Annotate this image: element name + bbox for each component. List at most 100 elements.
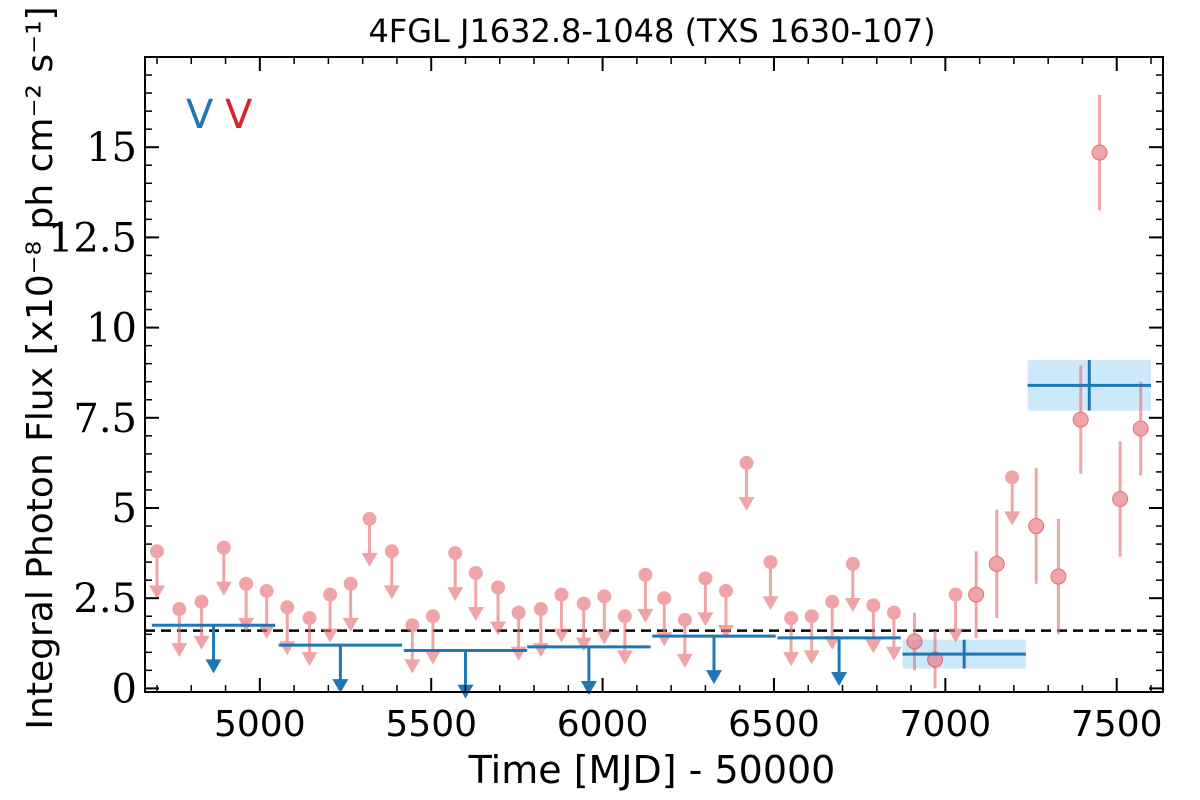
red-upper-limit-marker [194, 594, 209, 609]
red-detection-marker [1072, 411, 1089, 428]
blue-upper-limit-arrow [580, 680, 597, 695]
red-upper-limit-point [447, 546, 464, 602]
red-upper-limit-arrow [361, 552, 378, 567]
red-detection-marker [988, 555, 1005, 572]
red-upper-limit-point [762, 555, 779, 611]
red-upper-limit-marker [638, 567, 653, 582]
red-upper-limit-marker [302, 611, 317, 626]
red-detection-point [927, 630, 944, 689]
red-upper-limit-marker [1005, 470, 1020, 485]
red-detection-marker [927, 651, 944, 668]
red-upper-limit-marker [343, 576, 358, 591]
red-upper-limit-point [193, 594, 210, 650]
red-upper-limit-point [844, 556, 861, 612]
red-detection-marker [1112, 490, 1129, 507]
red-upper-limit-arrow [383, 585, 400, 600]
red-detection-marker [1028, 518, 1045, 535]
red-upper-limit-arrow [738, 496, 755, 511]
red-upper-limit-point [697, 571, 714, 627]
red-detection-marker [1091, 144, 1108, 161]
red-detection-point [988, 509, 1005, 619]
red-upper-limit-marker [845, 556, 860, 571]
red-upper-limit-point [424, 609, 441, 665]
red-upper-limit-arrow [762, 596, 779, 611]
red-upper-limit-marker [511, 605, 526, 620]
red-upper-limit-point [885, 605, 902, 661]
red-upper-limit-arrow [616, 650, 633, 665]
red-upper-limit-marker [280, 600, 295, 615]
x-tick-label: 6500 [728, 704, 820, 745]
red-upper-limit-point [575, 596, 592, 652]
red-upper-limit-marker [825, 594, 840, 609]
red-upper-limit-arrow [596, 630, 613, 645]
red-upper-limit-point [258, 583, 275, 640]
red-upper-limit-arrow [532, 643, 549, 658]
red-detection-point [1028, 468, 1045, 584]
red-upper-limit-point [553, 587, 570, 643]
red-upper-limit-arrow [697, 612, 714, 627]
red-upper-limit-marker [784, 611, 799, 626]
x-tick-label: 7500 [1071, 704, 1163, 745]
red-upper-limit-arrow [193, 635, 210, 650]
red-upper-limit-marker [448, 546, 463, 561]
red-upper-limit-point [947, 587, 964, 643]
red-upper-limit-arrow [656, 632, 673, 647]
red-upper-limit-arrow [171, 643, 188, 658]
legend: V V [186, 92, 253, 138]
red-upper-limit-marker [149, 544, 164, 559]
red-upper-limit-arrow [783, 652, 800, 667]
plot-frame [144, 56, 1164, 693]
red-upper-limit-arrow [301, 652, 318, 667]
red-upper-limit-point [467, 565, 484, 622]
red-upper-limit-point [171, 602, 188, 658]
red-series-layer [148, 94, 1149, 689]
x-axis-label: Time [MJD] - 50000 [468, 748, 836, 792]
red-detection-point [1050, 518, 1067, 635]
red-upper-limit-marker [763, 555, 778, 570]
blue-upper-limit-arrow [831, 671, 848, 686]
legend-entry-red: V [225, 92, 253, 138]
red-upper-limit-arrow [424, 650, 441, 665]
y-tick-label: 0 [112, 666, 137, 712]
y-tick-label: 12.5 [48, 215, 137, 261]
red-upper-limit-marker [491, 580, 506, 595]
red-upper-limit-arrow [865, 639, 882, 654]
blue-upper-limit-arrow [205, 659, 222, 674]
red-upper-limit-marker [554, 587, 569, 602]
red-upper-limit-point [616, 609, 633, 665]
red-upper-limit-marker [866, 598, 881, 613]
red-upper-limit-arrow [1004, 511, 1021, 526]
bin-uncertainty-bands [902, 360, 1152, 669]
red-upper-limit-point [238, 576, 255, 632]
red-upper-limit-point [148, 544, 165, 600]
y-tick-label: 7.5 [73, 396, 137, 442]
red-upper-limit-marker [617, 609, 632, 624]
red-upper-limit-point [676, 612, 693, 668]
red-upper-limit-marker [718, 583, 733, 598]
chart-title: 4FGL J1632.8-1048 (TXS 1630-107) [368, 12, 935, 50]
red-upper-limit-arrow [575, 637, 592, 652]
red-upper-limit-marker [698, 571, 713, 586]
red-upper-limit-point [510, 605, 527, 661]
y-tick-label: 15 [86, 125, 137, 171]
red-upper-limit-point [490, 580, 507, 636]
red-upper-limit-point [279, 600, 296, 656]
red-upper-limit-point [783, 611, 800, 667]
red-detection-marker [968, 586, 985, 603]
red-upper-limit-point [342, 576, 359, 632]
red-upper-limit-arrow [215, 581, 232, 596]
red-upper-limit-arrow [148, 585, 165, 600]
red-upper-limit-point [596, 589, 613, 645]
red-upper-limit-arrow [510, 646, 527, 661]
red-upper-limit-arrow [490, 621, 507, 636]
red-upper-limit-arrow [947, 628, 964, 643]
red-upper-limit-point [865, 598, 882, 654]
red-upper-limit-marker [597, 589, 612, 604]
red-upper-limit-marker [657, 591, 672, 606]
red-detection-marker [906, 633, 923, 650]
red-upper-limit-arrow [803, 650, 820, 665]
red-upper-limit-point [322, 587, 339, 643]
red-upper-limit-marker [804, 609, 819, 624]
red-upper-limit-point [301, 611, 318, 667]
